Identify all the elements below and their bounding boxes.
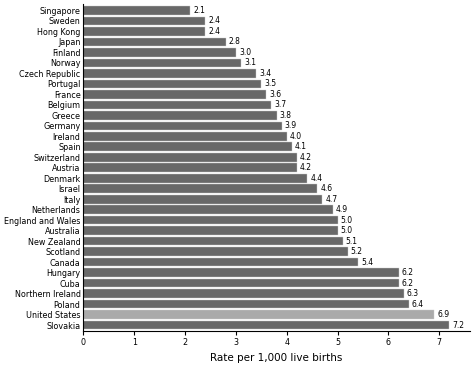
Text: 5.1: 5.1 [346, 237, 358, 246]
Text: 5.2: 5.2 [351, 247, 363, 256]
Text: 6.2: 6.2 [401, 279, 414, 288]
Bar [83, 163, 297, 172]
Text: 2.1: 2.1 [193, 6, 205, 15]
Bar [83, 195, 322, 204]
Text: 3.9: 3.9 [285, 121, 297, 130]
Bar [83, 27, 205, 36]
Bar [83, 153, 297, 161]
Bar [83, 216, 337, 225]
Text: 5.4: 5.4 [361, 258, 373, 266]
Text: 4.2: 4.2 [300, 153, 312, 162]
Bar [83, 300, 409, 308]
Text: 3.1: 3.1 [244, 58, 256, 68]
Bar [83, 142, 292, 151]
Bar [83, 226, 337, 235]
Bar [83, 185, 317, 193]
Bar [83, 289, 404, 298]
Text: 5.0: 5.0 [341, 216, 353, 225]
Text: 2.8: 2.8 [229, 37, 241, 46]
Bar [83, 258, 358, 266]
Text: 6.2: 6.2 [401, 268, 414, 277]
Bar [83, 206, 333, 214]
Text: 3.8: 3.8 [280, 111, 292, 120]
Text: 4.0: 4.0 [290, 132, 302, 141]
Text: 4.1: 4.1 [295, 142, 307, 151]
Text: 2.4: 2.4 [209, 17, 220, 25]
Text: 6.3: 6.3 [407, 289, 419, 298]
Bar [83, 310, 434, 319]
Bar [83, 237, 343, 246]
Text: 2.4: 2.4 [209, 27, 220, 36]
Bar [83, 321, 449, 329]
Bar [83, 6, 190, 15]
Text: 3.6: 3.6 [269, 90, 282, 99]
Text: 3.4: 3.4 [259, 69, 272, 78]
Text: 3.7: 3.7 [274, 100, 287, 109]
Text: 6.9: 6.9 [438, 310, 449, 319]
Text: 7.2: 7.2 [453, 320, 465, 330]
Text: 4.6: 4.6 [320, 184, 332, 193]
Bar [83, 48, 236, 57]
Text: 4.2: 4.2 [300, 163, 312, 172]
Bar [83, 80, 261, 88]
Text: 5.0: 5.0 [341, 226, 353, 235]
Bar [83, 69, 256, 78]
Bar [83, 59, 241, 67]
Bar [83, 90, 266, 99]
Bar [83, 247, 348, 256]
Bar [83, 37, 226, 46]
Bar [83, 121, 282, 130]
Bar [83, 111, 276, 120]
Text: 6.4: 6.4 [412, 299, 424, 309]
Bar [83, 279, 399, 287]
Text: 4.4: 4.4 [310, 174, 322, 183]
Bar [83, 174, 307, 182]
Text: 3.0: 3.0 [239, 48, 251, 57]
Bar [83, 268, 399, 277]
Text: 4.7: 4.7 [325, 195, 337, 204]
X-axis label: Rate per 1,000 live births: Rate per 1,000 live births [210, 353, 343, 363]
Bar [83, 101, 272, 109]
Text: 3.5: 3.5 [264, 79, 276, 88]
Text: 4.9: 4.9 [336, 205, 348, 214]
Bar [83, 17, 205, 25]
Bar [83, 132, 287, 141]
